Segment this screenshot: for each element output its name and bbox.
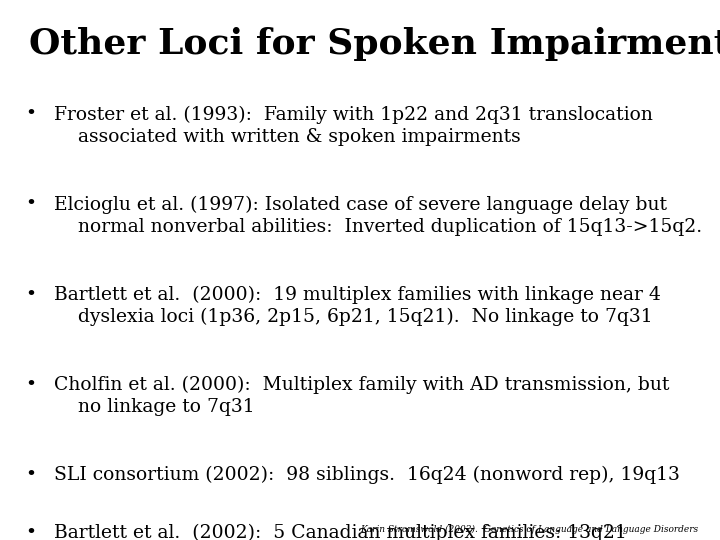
Text: Bartlett et al.  (2002):  5 Canadian multiplex families: 13q21: Bartlett et al. (2002): 5 Canadian multi… xyxy=(54,524,626,540)
Text: Karin Stromswold (2002).  Genetics of Language and Language Disorders: Karin Stromswold (2002). Genetics of Lan… xyxy=(360,524,698,534)
Text: •: • xyxy=(25,105,36,123)
Text: •: • xyxy=(25,376,36,394)
Text: Cholfin et al. (2000):  Multiplex family with AD transmission, but
    no linkag: Cholfin et al. (2000): Multiplex family … xyxy=(54,376,670,416)
Text: •: • xyxy=(25,195,36,213)
Text: •: • xyxy=(25,524,36,540)
Text: •: • xyxy=(25,286,36,303)
Text: Elcioglu et al. (1997): Isolated case of severe language delay but
    normal no: Elcioglu et al. (1997): Isolated case of… xyxy=(54,195,702,236)
Text: Bartlett et al.  (2000):  19 multiplex families with linkage near 4
    dyslexia: Bartlett et al. (2000): 19 multiplex fam… xyxy=(54,286,661,327)
Text: Froster et al. (1993):  Family with 1p22 and 2q31 translocation
    associated w: Froster et al. (1993): Family with 1p22 … xyxy=(54,105,653,146)
Text: •: • xyxy=(25,466,36,484)
Text: Other Loci for Spoken Impairments: Other Loci for Spoken Impairments xyxy=(29,27,720,61)
Text: SLI consortium (2002):  98 siblings.  16q24 (nonword rep), 19q13: SLI consortium (2002): 98 siblings. 16q2… xyxy=(54,466,680,484)
